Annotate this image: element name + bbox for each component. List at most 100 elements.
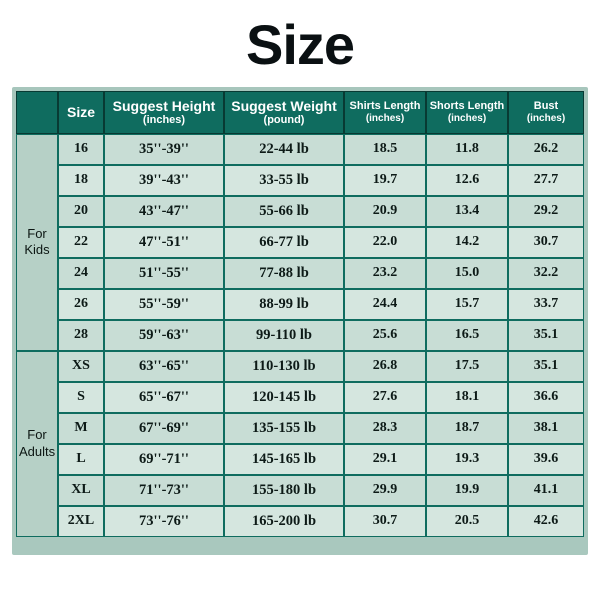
cell-shirt: 29.1 xyxy=(344,444,426,475)
cell-short: 20.5 xyxy=(426,506,508,537)
col-header-unit: (inches) xyxy=(347,113,423,125)
cell-weight: 165-200 lb xyxy=(224,506,344,537)
cell-height: 39''-43'' xyxy=(104,165,224,196)
group-label-text: Adults xyxy=(19,444,55,459)
cell-height: 63''-65'' xyxy=(104,351,224,382)
table-row: XL71''-73''155-180 lb29.919.941.1 xyxy=(16,475,584,506)
table-row: 2451''-55''77-88 lb23.215.032.2 xyxy=(16,258,584,289)
cell-height: 71''-73'' xyxy=(104,475,224,506)
table-row: 2247''-51''66-77 lb22.014.230.7 xyxy=(16,227,584,258)
cell-height: 47''-51'' xyxy=(104,227,224,258)
col-header-label: Shirts Length xyxy=(350,100,421,112)
cell-shirt: 27.6 xyxy=(344,382,426,413)
cell-short: 14.2 xyxy=(426,227,508,258)
cell-short: 17.5 xyxy=(426,351,508,382)
cell-short: 18.7 xyxy=(426,413,508,444)
cell-bust: 26.2 xyxy=(508,134,584,165)
table-row: 1839''-43''33-55 lb19.712.627.7 xyxy=(16,165,584,196)
cell-shirt: 23.2 xyxy=(344,258,426,289)
cell-bust: 35.1 xyxy=(508,351,584,382)
cell-height: 73''-76'' xyxy=(104,506,224,537)
table-row: 2XL73''-76''165-200 lb30.720.542.6 xyxy=(16,506,584,537)
cell-short: 15.0 xyxy=(426,258,508,289)
cell-weight: 55-66 lb xyxy=(224,196,344,227)
page-title: Size xyxy=(246,12,354,77)
cell-bust: 42.6 xyxy=(508,506,584,537)
col-header-unit: (inches) xyxy=(511,113,581,125)
cell-weight: 22-44 lb xyxy=(224,134,344,165)
col-header-height: Suggest Height (inches) xyxy=(104,91,224,134)
cell-bust: 30.7 xyxy=(508,227,584,258)
cell-size: 24 xyxy=(58,258,104,289)
cell-size: 16 xyxy=(58,134,104,165)
cell-height: 35''-39'' xyxy=(104,134,224,165)
group-label-text: For xyxy=(27,427,47,442)
col-header-weight: Suggest Weight (pound) xyxy=(224,91,344,134)
table-body: ForKids1635''-39''22-44 lb18.511.826.218… xyxy=(16,134,584,537)
group-label: ForKids xyxy=(16,134,58,351)
col-header-unit: (inches) xyxy=(107,114,221,127)
col-header-unit: (pound) xyxy=(227,114,341,127)
cell-weight: 155-180 lb xyxy=(224,475,344,506)
group-label-text: For xyxy=(27,226,47,241)
table-row: 2859''-63''99-110 lb25.616.535.1 xyxy=(16,320,584,351)
table-row: L69''-71''145-165 lb29.119.339.6 xyxy=(16,444,584,475)
col-header-label: Bust xyxy=(534,100,558,112)
cell-bust: 32.2 xyxy=(508,258,584,289)
cell-bust: 41.1 xyxy=(508,475,584,506)
cell-shirt: 22.0 xyxy=(344,227,426,258)
table-row: M67''-69''135-155 lb28.318.738.1 xyxy=(16,413,584,444)
cell-weight: 99-110 lb xyxy=(224,320,344,351)
cell-size: 22 xyxy=(58,227,104,258)
col-header-size: Size xyxy=(58,91,104,134)
cell-weight: 88-99 lb xyxy=(224,289,344,320)
cell-weight: 77-88 lb xyxy=(224,258,344,289)
cell-height: 55''-59'' xyxy=(104,289,224,320)
cell-short: 11.8 xyxy=(426,134,508,165)
cell-short: 13.4 xyxy=(426,196,508,227)
size-table: Size Suggest Height (inches) Suggest Wei… xyxy=(16,91,584,537)
col-header-shirt: Shirts Length (inches) xyxy=(344,91,426,134)
cell-size: XS xyxy=(58,351,104,382)
col-header-label: Shorts Length xyxy=(430,100,505,112)
col-header-label: Size xyxy=(67,104,95,120)
cell-weight: 120-145 lb xyxy=(224,382,344,413)
table-header: Size Suggest Height (inches) Suggest Wei… xyxy=(16,91,584,134)
col-header-short: Shorts Length (inches) xyxy=(426,91,508,134)
cell-short: 19.9 xyxy=(426,475,508,506)
cell-shirt: 29.9 xyxy=(344,475,426,506)
table-row: S65''-67''120-145 lb27.618.136.6 xyxy=(16,382,584,413)
group-label-text: Kids xyxy=(24,242,49,257)
col-header-label: Suggest Weight xyxy=(231,98,337,114)
cell-short: 18.1 xyxy=(426,382,508,413)
cell-height: 69''-71'' xyxy=(104,444,224,475)
col-header-label: Suggest Height xyxy=(113,98,216,114)
cell-short: 19.3 xyxy=(426,444,508,475)
cell-size: 20 xyxy=(58,196,104,227)
cell-shirt: 28.3 xyxy=(344,413,426,444)
cell-weight: 135-155 lb xyxy=(224,413,344,444)
group-label: For Adults xyxy=(16,351,58,537)
cell-shirt: 26.8 xyxy=(344,351,426,382)
cell-size: 18 xyxy=(58,165,104,196)
cell-bust: 39.6 xyxy=(508,444,584,475)
cell-weight: 110-130 lb xyxy=(224,351,344,382)
cell-size: L xyxy=(58,444,104,475)
cell-size: 2XL xyxy=(58,506,104,537)
cell-weight: 33-55 lb xyxy=(224,165,344,196)
table-row: 2043''-47''55-66 lb20.913.429.2 xyxy=(16,196,584,227)
table-row: ForAdultsXS63''-65''110-130 lb26.817.535… xyxy=(16,351,584,382)
cell-height: 59''-63'' xyxy=(104,320,224,351)
table-row: ForKids1635''-39''22-44 lb18.511.826.2 xyxy=(16,134,584,165)
cell-height: 65''-67'' xyxy=(104,382,224,413)
col-header-group xyxy=(16,91,58,134)
cell-short: 15.7 xyxy=(426,289,508,320)
cell-bust: 33.7 xyxy=(508,289,584,320)
cell-height: 67''-69'' xyxy=(104,413,224,444)
cell-shirt: 25.6 xyxy=(344,320,426,351)
cell-weight: 145-165 lb xyxy=(224,444,344,475)
cell-height: 43''-47'' xyxy=(104,196,224,227)
cell-shirt: 30.7 xyxy=(344,506,426,537)
cell-short: 12.6 xyxy=(426,165,508,196)
cell-bust: 27.7 xyxy=(508,165,584,196)
